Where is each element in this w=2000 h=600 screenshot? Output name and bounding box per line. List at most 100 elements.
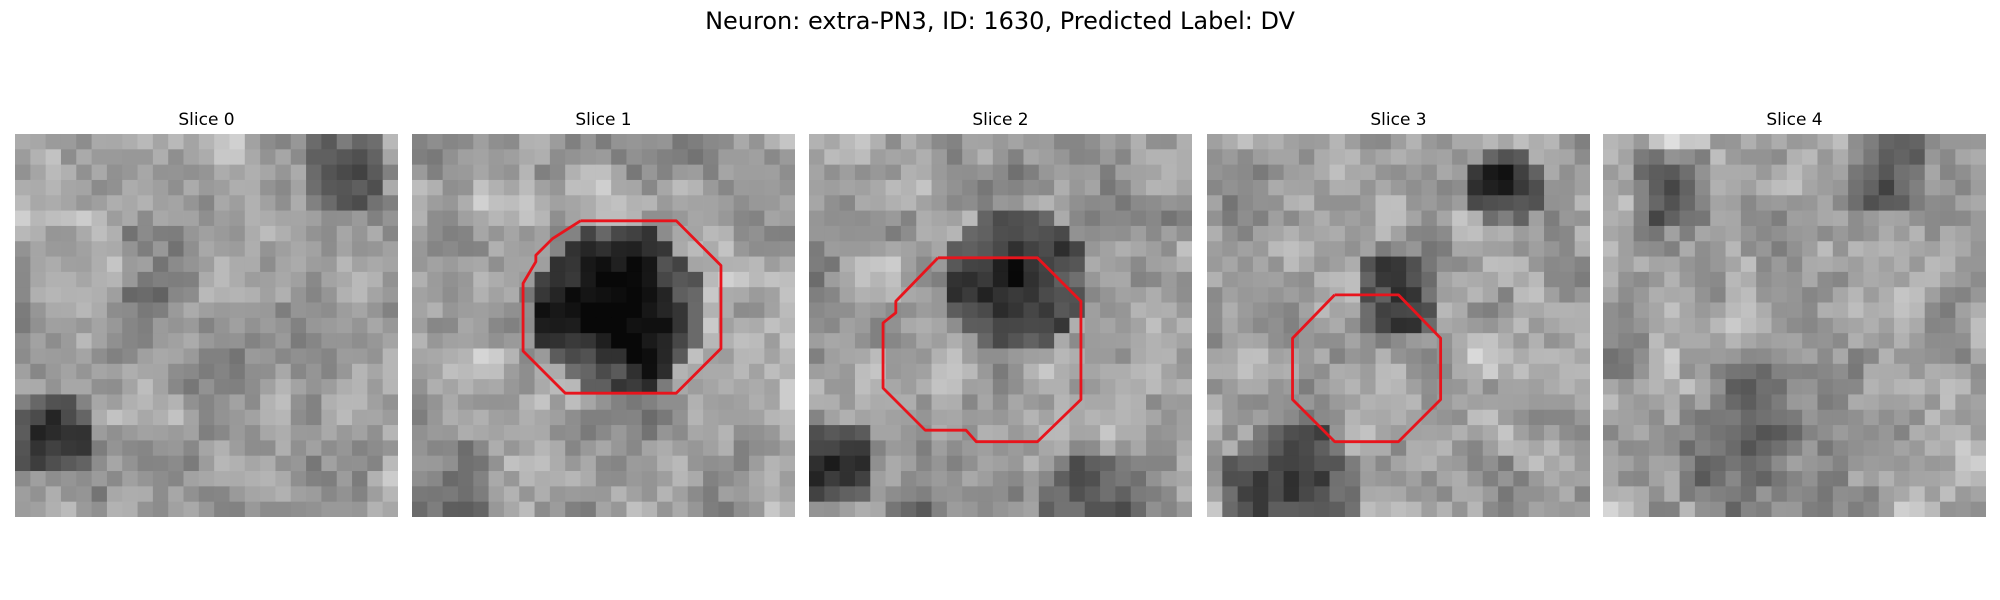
pixel <box>1498 409 1514 426</box>
pixel <box>885 164 902 181</box>
pixel <box>1084 501 1101 517</box>
pixel <box>106 394 123 411</box>
pixel <box>382 455 398 472</box>
pixel <box>977 179 994 196</box>
pixel <box>1298 486 1315 503</box>
pixel <box>412 149 428 166</box>
pixel <box>214 363 230 380</box>
pixel <box>824 425 841 441</box>
pixel <box>321 241 338 257</box>
pixel <box>977 287 994 303</box>
pixel <box>1756 363 1772 380</box>
pixel <box>1878 302 1895 319</box>
pixel <box>1298 271 1315 288</box>
pixel <box>382 317 398 334</box>
pixel <box>1375 501 1392 517</box>
pixel <box>1436 455 1453 472</box>
pixel <box>367 195 384 211</box>
pixel <box>1771 271 1788 288</box>
pixel <box>1023 179 1040 196</box>
pixel <box>1161 149 1178 166</box>
pixel <box>779 210 795 227</box>
pixel <box>992 486 1009 503</box>
pixel <box>229 333 246 349</box>
pixel <box>1559 409 1576 426</box>
pixel <box>503 363 520 380</box>
pixel <box>534 302 551 319</box>
pixel <box>992 471 1009 487</box>
pixel <box>382 348 398 365</box>
pixel <box>519 379 535 395</box>
pixel <box>367 241 384 257</box>
pixel <box>580 149 597 166</box>
pixel <box>1802 317 1818 334</box>
pixel <box>565 317 581 334</box>
pixel <box>1344 271 1361 288</box>
pixel <box>1222 486 1239 503</box>
pixel <box>1878 348 1895 365</box>
pixel <box>1054 302 1070 319</box>
pixel <box>1740 440 1757 457</box>
pixel <box>1467 287 1484 303</box>
pixel <box>1237 241 1254 257</box>
pixel <box>733 287 750 303</box>
pixel <box>122 501 138 517</box>
pixel <box>260 225 276 242</box>
pixel <box>1786 149 1803 166</box>
pixel <box>457 425 474 441</box>
pixel <box>641 440 658 457</box>
pixel <box>1513 363 1530 380</box>
pixel <box>1574 440 1590 457</box>
pixel <box>1069 241 1086 257</box>
pixel <box>1176 501 1192 517</box>
pixel <box>580 195 597 211</box>
pixel <box>1710 179 1726 196</box>
pixel <box>549 425 566 441</box>
pixel <box>1694 134 1711 150</box>
pixel <box>931 501 948 517</box>
pixel <box>352 379 368 395</box>
pixel <box>1940 455 1956 472</box>
pixel <box>442 486 459 503</box>
pixel <box>260 425 276 441</box>
pixel <box>703 302 719 319</box>
pixel <box>1802 302 1818 319</box>
pixel <box>946 363 963 380</box>
pixel <box>1467 317 1484 334</box>
pixel <box>352 210 368 227</box>
pixel <box>1406 471 1422 487</box>
pixel <box>779 348 795 365</box>
pixel <box>1054 210 1070 227</box>
pixel <box>1848 394 1864 411</box>
pixel <box>1084 302 1101 319</box>
panel-title: Slice 2 <box>972 110 1028 130</box>
pixel <box>306 425 322 441</box>
pixel <box>749 425 765 441</box>
pixel <box>91 302 108 319</box>
pixel <box>1375 333 1392 349</box>
pixel <box>992 256 1009 273</box>
pixel <box>503 241 520 257</box>
pixel <box>672 302 689 319</box>
pixel <box>1574 317 1590 334</box>
pixel <box>15 210 31 227</box>
pixel <box>1832 471 1849 487</box>
pixel <box>1207 195 1223 211</box>
pixel <box>1023 134 1040 150</box>
pixel <box>1544 256 1560 273</box>
pixel <box>1909 471 1926 487</box>
pixel <box>749 287 765 303</box>
pixel <box>1574 333 1590 349</box>
pixel <box>1694 501 1711 517</box>
pixel <box>1314 149 1330 166</box>
pixel <box>1283 164 1300 181</box>
pixel <box>580 302 597 319</box>
pixel <box>1559 271 1576 288</box>
pixel <box>427 317 444 334</box>
pixel <box>1344 455 1361 472</box>
pixel <box>931 271 948 288</box>
pixel <box>106 317 123 334</box>
pixel <box>870 471 886 487</box>
pixel <box>1498 302 1514 319</box>
pixel <box>1146 134 1162 150</box>
